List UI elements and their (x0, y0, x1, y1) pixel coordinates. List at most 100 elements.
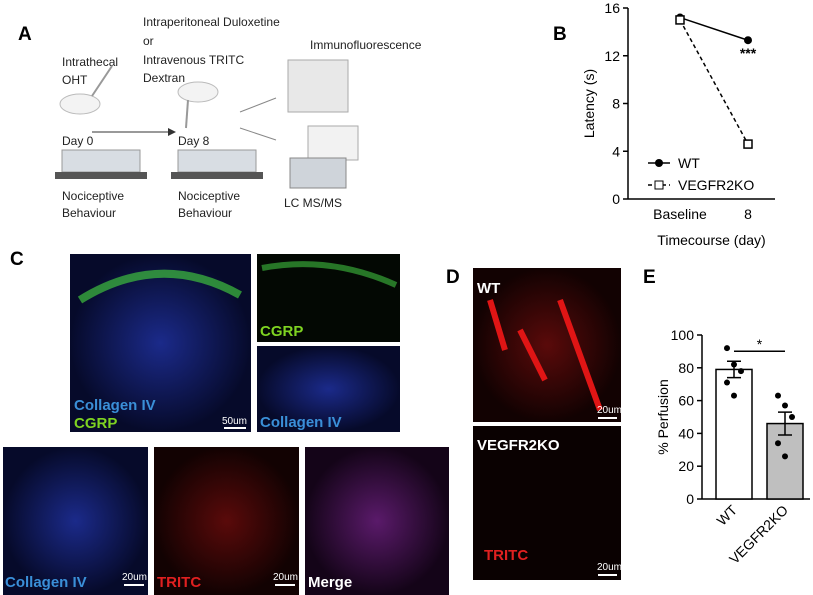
step-text: Intrathecal (62, 55, 118, 69)
stain-label: Merge (308, 574, 352, 591)
micrograph (154, 447, 299, 595)
y-tick-label: 0 (686, 491, 694, 507)
step-text: Dextran (143, 71, 185, 85)
syringe-icon (185, 99, 189, 129)
scale-label: 50um (222, 416, 247, 427)
y-tick-label: 60 (678, 393, 694, 409)
data-point (782, 402, 788, 409)
data-point (782, 453, 788, 460)
panel-label: C (10, 249, 24, 270)
stain-label: Collagen IV (5, 574, 87, 591)
y-tick-label: 12 (604, 48, 620, 64)
microscope-icon (287, 59, 349, 113)
series-line (679, 16, 749, 41)
legend-marker (654, 180, 664, 190)
y-tick-label: 16 (604, 0, 620, 16)
micrograph (3, 447, 148, 595)
x-tick-label: WT (713, 501, 740, 528)
legend-label: WT (678, 155, 700, 171)
micrograph (305, 447, 449, 595)
scale-label: 20um (597, 405, 622, 416)
apparatus-base (171, 172, 263, 179)
marker (744, 36, 752, 45)
y-tick-label: 80 (678, 360, 694, 376)
mouse-icon (177, 81, 219, 103)
panel-a: A Intrathecal OHT Intraperitoneal Duloxe… (18, 15, 422, 220)
panel-d: D WT 20um VEGFR2KO TRITC 20um (446, 267, 622, 580)
y-tick-label: 20 (678, 458, 694, 474)
bar (715, 368, 753, 500)
panel-label: A (18, 24, 32, 45)
step-text: Day 8 (178, 134, 210, 148)
annotation: * (757, 336, 763, 352)
step-text: LC MS/MS (284, 196, 342, 210)
spectrum-icon (307, 125, 359, 161)
data-point (724, 379, 730, 386)
x-tick-label: Baseline (653, 206, 707, 222)
panel-label: E (643, 267, 656, 288)
lcms-icon (289, 157, 347, 189)
data-point (731, 392, 737, 399)
step-text: Intravenous TRITC (143, 53, 244, 67)
apparatus-icon (61, 149, 141, 173)
bar (766, 422, 804, 500)
legend-label: VEGFR2KO (678, 177, 754, 193)
step-text: Nociceptive (178, 189, 240, 203)
y-tick-label: 4 (612, 143, 620, 159)
step-text: or (143, 34, 154, 48)
data-point (775, 440, 781, 447)
y-tick-label: 100 (671, 327, 695, 343)
error-bar (778, 411, 792, 436)
step-text: Behaviour (62, 206, 116, 220)
scale-label: 20um (122, 572, 147, 583)
marker (743, 139, 753, 149)
y-axis-label: % Perfusion (655, 379, 671, 454)
micrograph (257, 254, 400, 342)
micrograph (257, 346, 400, 432)
y-axis-label: Latency (s) (581, 69, 597, 138)
marker (675, 15, 685, 25)
x-tick-label: 8 (744, 206, 752, 222)
genotype-label: VEGFR2KO (477, 437, 560, 454)
mouse-icon (59, 93, 101, 115)
stain-label: Collagen IV (260, 414, 342, 431)
scale-label: 20um (597, 562, 622, 573)
step-text: OHT (62, 73, 88, 87)
cgrp-stain (261, 261, 398, 288)
stain-label: TRITC (484, 547, 528, 564)
stain-label: CGRP (260, 323, 303, 340)
data-point (731, 361, 737, 368)
step-text: Intraperitoneal Duloxetine (143, 15, 280, 29)
cgrp-stain (77, 269, 242, 304)
x-axis-label: Timecourse (day) (657, 232, 765, 248)
stain-label: Collagen IV (74, 397, 156, 414)
stain-label: CGRP (74, 415, 117, 432)
panel-label: B (553, 24, 567, 45)
apparatus-icon (177, 149, 257, 173)
data-point (738, 368, 744, 375)
step-text: Nociceptive (62, 189, 124, 203)
vessel-stain (487, 298, 603, 412)
y-tick-label: 40 (678, 425, 694, 441)
data-point (789, 414, 795, 420)
step-text: Behaviour (178, 206, 232, 220)
step-text: Day 0 (62, 134, 94, 148)
genotype-label: WT (477, 280, 500, 297)
micrograph (473, 426, 621, 580)
apparatus-base (55, 172, 147, 179)
y-tick-label: 8 (612, 96, 620, 112)
stain-label: TRITC (157, 574, 201, 591)
panel-label: D (446, 267, 460, 288)
step-text: Immunofluorescence (310, 38, 422, 52)
panel-c: C Collagen IV CGRP 50um CGRP Collagen IV… (3, 249, 449, 595)
legend-marker (655, 159, 663, 167)
data-point (775, 392, 781, 399)
arrow (239, 127, 277, 141)
series-line (679, 19, 749, 145)
arrow-head (168, 128, 176, 136)
scale-label: 20um (273, 572, 298, 583)
data-point (724, 345, 730, 352)
syringe-icon (91, 65, 113, 97)
y-tick-label: 0 (612, 191, 620, 207)
arrow (239, 97, 277, 113)
